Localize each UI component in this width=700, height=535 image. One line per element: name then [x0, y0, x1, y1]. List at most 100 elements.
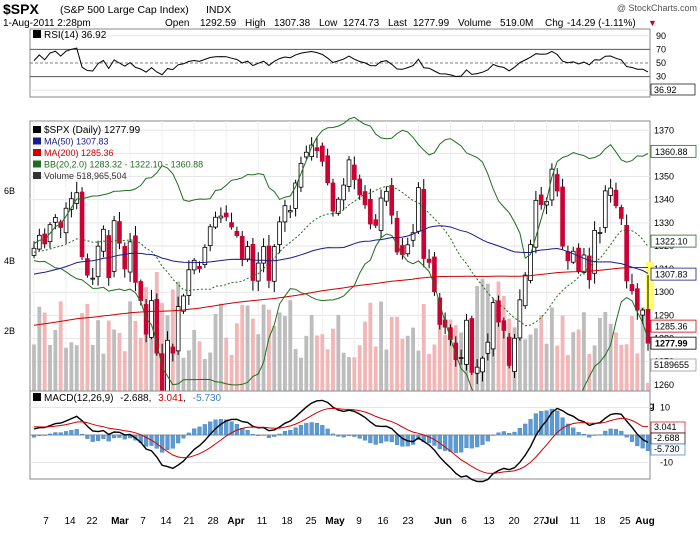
volume-bar: [186, 350, 191, 401]
volume-bar: [341, 352, 346, 401]
volume-bar: [496, 281, 501, 401]
macd-hist-bar: [635, 434, 640, 447]
candle-body: [223, 212, 229, 218]
volume-bar: [373, 346, 378, 401]
macd-hist-bar: [293, 427, 298, 436]
candle-body: [618, 206, 624, 219]
volume-bar: [533, 328, 538, 401]
datetime: 1-Aug-2011 2:28pm: [3, 18, 91, 29]
price-legend-item: $SPX (Daily) 1277.99: [44, 125, 141, 136]
volume-label: Volume: [458, 18, 492, 29]
volume-value: 519.0M: [500, 18, 533, 29]
macd-hist-bar: [250, 434, 255, 436]
price-tick-label: 1370: [654, 125, 674, 135]
volume-bar: [363, 321, 367, 401]
candle-body: [426, 258, 432, 263]
volume-bar: [133, 320, 138, 401]
candle-body: [95, 245, 101, 278]
candle-body: [432, 256, 437, 293]
volume-bar: [624, 344, 629, 401]
candle-body: [165, 339, 170, 398]
volume-bar: [357, 345, 362, 401]
macd-hist-bar: [288, 429, 293, 436]
candle-body: [581, 254, 587, 273]
macd-hist-bar: [304, 423, 309, 436]
volume-bar: [304, 335, 309, 401]
low-value: 1274.73: [343, 18, 380, 29]
volume-bar: [234, 323, 239, 401]
x-axis-label: 13: [483, 516, 495, 527]
volume-bar: [80, 313, 84, 401]
macd-hist-bar: [330, 433, 336, 436]
x-axis-label: 6: [461, 516, 467, 527]
macd-hist-bar: [85, 434, 90, 439]
candle-body: [378, 197, 384, 231]
macd-hist-bar: [53, 432, 58, 436]
macd-legend-name: MACD(12,26,9): [44, 393, 113, 404]
price-tick-label: 1330: [654, 218, 674, 228]
volume-bar: [112, 329, 117, 401]
candle-body: [90, 277, 96, 280]
macd-legend-hist: -5.730: [193, 393, 222, 404]
macd-legend-signal: 3.041: [158, 393, 183, 404]
bb-upper-value: 1360.88: [655, 147, 688, 157]
macd-hist-bar: [341, 434, 346, 438]
candle-body: [341, 184, 346, 201]
macd-panel: 100-10 MACD(12,26,9) -2.688, 3.041, -5.7…: [29, 390, 686, 483]
macd-tick-label: 10: [660, 403, 670, 413]
volume-bar: [106, 320, 111, 401]
exchange: INDX: [206, 4, 231, 16]
macd-hist-bar: [117, 434, 122, 438]
volume-bar: [347, 357, 351, 401]
candle-body: [79, 191, 85, 258]
candle-body: [437, 297, 443, 325]
candle-body: [416, 187, 421, 232]
candle-body: [149, 300, 154, 338]
macd-hist-bar: [160, 434, 165, 453]
candle-body: [453, 342, 459, 360]
macd-hist-bar: [368, 434, 373, 444]
volume-bar: [122, 351, 127, 401]
volume-bar: [69, 342, 74, 401]
volume-bar: [37, 306, 42, 401]
candle-body: [181, 295, 186, 312]
candle-body: [319, 145, 325, 162]
volume-axis: 6B 4B 2B: [4, 186, 15, 336]
volume-bar: [539, 314, 544, 401]
last-candle-highlight: [646, 262, 654, 310]
candle-body: [143, 304, 149, 335]
macd-hist-bar: [555, 410, 560, 436]
volume-bar: [277, 312, 282, 401]
candle-body: [325, 155, 330, 184]
x-axis-label: 14: [160, 516, 172, 527]
volume-bar: [192, 329, 197, 401]
macd-hist-bar: [587, 434, 592, 438]
candle-body: [191, 259, 197, 271]
high-label: High: [245, 18, 266, 29]
watermark: @ StockCharts.com: [617, 3, 697, 13]
macd-signal-line: [33, 407, 649, 474]
x-axis-label: Jun: [434, 516, 452, 527]
bollinger-middle: [33, 185, 649, 327]
macd-hist-bar: [325, 428, 330, 436]
candle-body: [111, 220, 117, 272]
macd-hist-bar: [491, 434, 496, 436]
volume-bar: [96, 320, 100, 401]
macd-hist-bar: [640, 434, 645, 449]
x-axis-lower: 7 14 22 Mar 7 14 21 28 Apr 11 18 25 May 9 16 23 Jun 6 13 20…: [43, 516, 655, 527]
volume-bar: [293, 348, 298, 401]
macd-hist-bar: [549, 408, 554, 436]
candle-body: [277, 221, 282, 245]
candle-body: [554, 174, 560, 192]
x-axis-label: 14: [64, 516, 76, 527]
last-value: 1277.99: [413, 18, 450, 29]
rsi-line: [33, 47, 649, 78]
macd-legend-macd: -2.688: [120, 393, 149, 404]
volume-bar: [144, 287, 149, 401]
candle-body: [197, 265, 202, 270]
macd-hist-bar: [69, 430, 74, 436]
chg-value: -14.29 (-1.11%): [567, 18, 636, 29]
candle-body: [336, 198, 341, 214]
candle-body: [175, 306, 181, 352]
